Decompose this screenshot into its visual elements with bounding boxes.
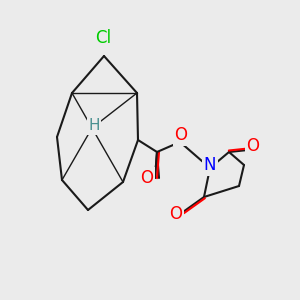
Text: O: O [169, 205, 182, 223]
Text: Cl: Cl [95, 29, 111, 47]
Text: N: N [204, 156, 216, 174]
Text: H: H [88, 118, 100, 134]
Text: O: O [247, 137, 260, 155]
Text: O: O [140, 169, 154, 187]
Text: O: O [175, 126, 188, 144]
